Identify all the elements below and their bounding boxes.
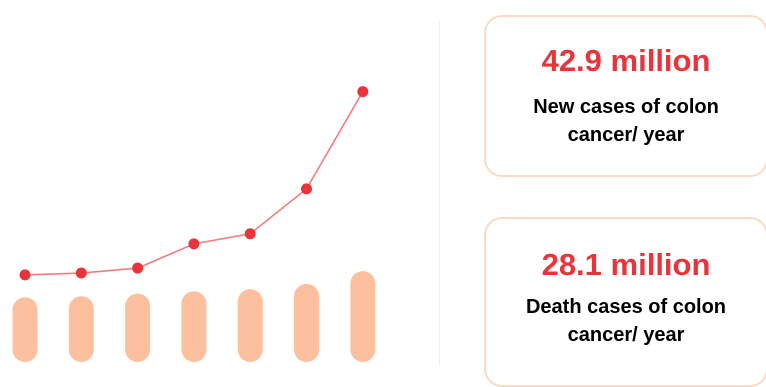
bar-7 [350,271,376,362]
trend-point-4 [188,238,200,250]
chart-area [12,86,376,362]
points-layer [19,86,369,281]
stat-label-death-cases: Death cases of colon cancer/ year [525,296,727,346]
bar-4 [181,291,207,362]
bars-layer [12,271,376,362]
trend-point-7 [357,86,369,98]
bar-2 [68,296,94,362]
bar-6 [294,283,319,362]
trend-point-2 [75,267,87,279]
trend-point-5 [244,228,256,240]
divider [439,20,440,365]
bar-3 [125,293,151,362]
stat-card-death-cases: 28.1 million Death cases of colon cancer… [484,217,766,387]
trend-point-1 [19,269,31,281]
chart-svg [12,86,376,362]
stat-label-new-cases: New cases of colon cancer/ year [533,96,719,146]
stat-value-death-cases: 28.1 million [541,247,711,282]
trend-point-3 [132,262,144,274]
stat-value-new-cases: 42.9 million [541,43,711,78]
trend-point-6 [301,183,312,195]
stat-card-new-cases: 42.9 million New cases of colon cancer/ … [484,15,766,177]
bar-1 [12,297,38,362]
bar-5 [237,289,263,362]
